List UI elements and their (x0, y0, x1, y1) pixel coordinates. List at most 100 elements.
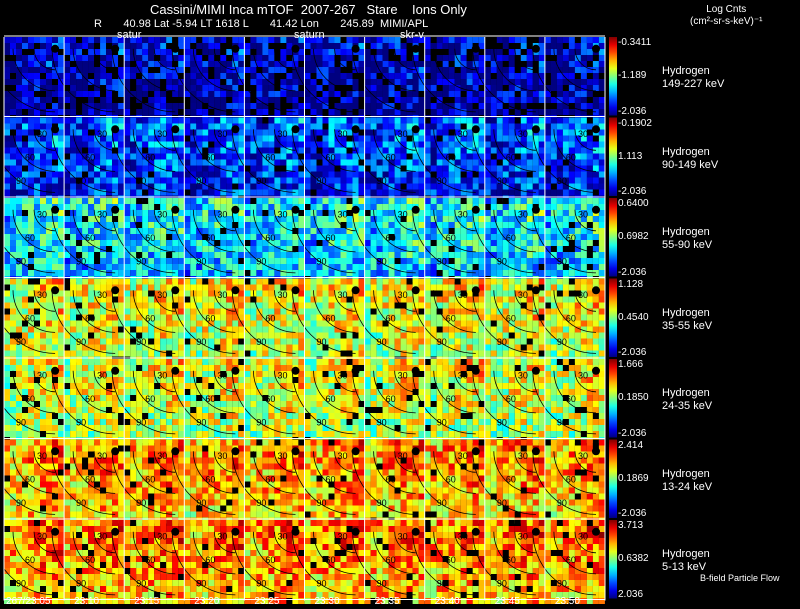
colorbar-mid-label: 0.1869 (618, 472, 649, 484)
image-cell: 30 60 90 (412, 439, 485, 524)
contour-label: 30 (398, 451, 408, 461)
contour-label: 60 (145, 233, 155, 243)
contour-label: 30 (338, 532, 348, 542)
colorbar (609, 439, 617, 518)
contour-label: 60 (566, 314, 576, 324)
contour-label: 30 (338, 129, 348, 139)
colorbar-min-label: -2.036 (618, 508, 647, 519)
contour-label: 90 (196, 176, 206, 186)
colorbar-min-label: 2.036 (618, 588, 644, 600)
species-label: Hydrogen 149-227 keV (662, 65, 725, 90)
image-cell: 30 60 90 (171, 520, 245, 604)
contour-label: 30 (578, 451, 588, 461)
contour-label: 30 (518, 371, 528, 381)
contour-label: 90 (497, 176, 507, 186)
orbit-info: R 40.98 Lat -5.94 LT 1618 L 41.42 Lon 24… (94, 18, 429, 30)
contour-label: 90 (136, 579, 146, 589)
image-cell: 30 60 90 (0, 198, 64, 282)
contour-label: 90 (256, 418, 266, 428)
image-cell: 30 60 90 (111, 198, 185, 282)
contour-label: 60 (25, 233, 35, 243)
contour-label: 30 (578, 532, 588, 542)
contour-label: 60 (85, 153, 95, 163)
image-cell: 30 60 90 (412, 198, 485, 282)
species-label: Hydrogen 24-35 keV (662, 387, 713, 412)
colorbar (609, 117, 617, 196)
contour-label: 30 (37, 129, 47, 139)
scale-title: Log Cnts (cm²-sr-s-keV)⁻¹ (690, 4, 763, 27)
contour-label: 90 (76, 418, 86, 428)
contour-label: 90 (497, 579, 507, 589)
contour-label: 60 (145, 153, 155, 163)
contour-label: 60 (386, 153, 396, 163)
contour-label: 60 (85, 233, 95, 243)
image-cell: 30 60 90 (352, 198, 425, 282)
contour-label: 60 (85, 475, 95, 485)
contour-label: 30 (338, 210, 348, 220)
contour-label: 30 (37, 290, 47, 300)
contour-label: 60 (25, 153, 35, 163)
colorbar (609, 198, 617, 277)
colorbar-mid-label: 0.1850 (618, 392, 649, 404)
contour-label: 90 (317, 418, 327, 428)
contour-label: 90 (76, 579, 86, 589)
contour-label: 60 (446, 314, 456, 324)
contour-label: 60 (506, 314, 516, 324)
colorbar (609, 278, 617, 357)
contour-label: 30 (277, 290, 287, 300)
image-cell: 30 60 90 (0, 117, 64, 202)
contour-label: 30 (97, 129, 107, 139)
contour-label: 90 (557, 498, 567, 508)
colorbar-min-label: -2.036 (618, 427, 647, 439)
colorbar (609, 37, 617, 116)
colorbar-mid-label: 0.4540 (618, 311, 649, 323)
contour-label: 60 (265, 314, 275, 324)
contour-label: 90 (256, 176, 266, 186)
image-cell: 30 60 90 (532, 520, 605, 604)
contour-label: 30 (458, 210, 468, 220)
image-cell (0, 37, 64, 121)
time-tick-label: 23:50 (554, 596, 580, 607)
contour-label: 90 (136, 498, 146, 508)
planet-label-2: saturn (294, 29, 325, 41)
contour-label: 30 (277, 129, 287, 139)
contour-label: 60 (145, 475, 155, 485)
colorbar-max-label: -0.1902 (618, 117, 652, 129)
contour-label: 60 (386, 314, 396, 324)
colorbar-min-label: -2.036 (618, 266, 647, 278)
contour-label: 60 (326, 394, 336, 404)
image-cell: 30 60 90 (51, 198, 125, 282)
contour-label: 60 (446, 555, 456, 565)
contour-label: 60 (506, 233, 516, 243)
image-cell: 30 60 90 (472, 359, 545, 443)
contour-label: 30 (217, 129, 227, 139)
image-cell: 30 60 90 (472, 439, 545, 524)
contour-label: 60 (145, 555, 155, 565)
contour-label: 30 (338, 371, 348, 381)
contour-label: 90 (256, 498, 266, 508)
contour-label: 30 (217, 210, 227, 220)
contour-label: 30 (458, 129, 468, 139)
species-label: Hydrogen 5-13 keV (662, 548, 710, 573)
contour-label: 60 (446, 475, 456, 485)
image-cell: 30 60 90 (231, 359, 305, 443)
contour-label: 90 (76, 176, 86, 186)
contour-label: 30 (157, 371, 167, 381)
contour-label: 90 (16, 257, 26, 267)
contour-label: 30 (398, 129, 408, 139)
image-cell: 30 60 90 (171, 117, 245, 202)
time-tick-label: 23:30 (314, 596, 340, 607)
contour-label: 60 (566, 233, 576, 243)
image-cell: 30 60 90 (231, 520, 305, 604)
image-cell (111, 37, 185, 121)
contour-label: 30 (37, 371, 47, 381)
contour-label: 30 (97, 532, 107, 542)
contour-label: 30 (578, 371, 588, 381)
image-cell: 30 60 90 (472, 278, 545, 363)
contour-label: 30 (97, 451, 107, 461)
image-cell: 30 60 90 (171, 359, 245, 443)
contour-label: 30 (277, 451, 287, 461)
contour-label: 30 (398, 210, 408, 220)
contour-label: 60 (326, 475, 336, 485)
contour-label: 60 (205, 233, 215, 243)
